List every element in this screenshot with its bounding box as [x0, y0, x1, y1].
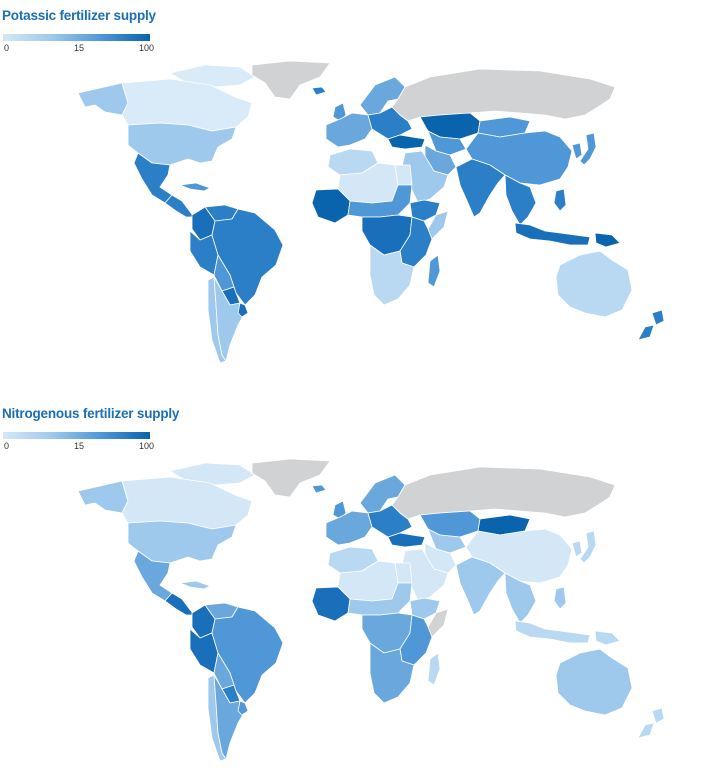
region-somalia: [427, 608, 449, 638]
region-southeast-asia: [504, 572, 537, 624]
region-korea: [571, 540, 583, 558]
region-korea: [571, 142, 583, 160]
map-title: Nitrogenous fertilizer supply: [2, 406, 180, 421]
region-east-africa: [399, 614, 433, 666]
region-central-america: [164, 592, 195, 616]
color-legend: 0 15 100: [3, 34, 155, 54]
region-canada: [121, 78, 253, 132]
region-caribbean: [179, 182, 211, 192]
color-legend: 0 15 100: [3, 432, 155, 452]
legend-tick-min: 0: [4, 441, 10, 451]
region-madagascar: [427, 652, 441, 686]
region-iceland: [311, 86, 327, 96]
legend-tick-min: 0: [4, 43, 10, 53]
region-southeast-asia: [504, 174, 537, 226]
map-title: Potassic fertilizer supply: [2, 8, 156, 23]
nitrogenous-map-panel: Nitrogenous fertilizer supply 0 15 100: [0, 398, 706, 773]
region-russia: [391, 466, 616, 520]
region-uruguay: [237, 302, 249, 318]
region-new-zealand: [637, 707, 665, 739]
region-egypt: [394, 562, 413, 584]
potassic-map-panel: Potassic fertilizer supply 0 15 100: [0, 0, 706, 380]
region-kazakhstan: [419, 112, 481, 140]
region-philippines: [553, 586, 567, 610]
region-turkey: [387, 134, 426, 150]
region-japan: [579, 132, 597, 166]
legend-gradient-bar: [3, 34, 150, 41]
legend-tick-max: 100: [139, 43, 155, 53]
region-argentina: [213, 674, 246, 760]
region-uruguay: [237, 700, 249, 716]
region-madagascar: [427, 254, 441, 288]
region-alaska: [77, 480, 129, 514]
region-greenland: [251, 458, 331, 498]
region-philippines: [553, 188, 567, 212]
region-somalia: [427, 210, 449, 240]
region-west-africa: [311, 586, 351, 622]
region-eastern-europe: [367, 504, 413, 538]
region-iceland: [311, 484, 327, 494]
region-papua: [594, 630, 621, 646]
region-southern-africa: [369, 244, 415, 306]
region-russia: [391, 68, 616, 122]
region-caribbean: [179, 580, 211, 590]
region-new-zealand: [637, 309, 665, 341]
region-kazakhstan: [419, 510, 481, 538]
region-canada: [121, 476, 253, 530]
region-west-africa: [311, 188, 351, 224]
region-australia: [555, 250, 633, 318]
region-southern-africa: [369, 642, 415, 704]
region-greenland: [251, 60, 331, 100]
region-india: [455, 158, 506, 218]
world-map: [77, 458, 665, 762]
region-turkey: [387, 532, 426, 548]
region-australia: [555, 648, 633, 716]
legend-tick-max: 100: [139, 441, 155, 451]
region-central-america: [164, 194, 195, 218]
region-alaska: [77, 82, 129, 116]
legend-tick-mid: 15: [74, 441, 85, 451]
legend-gradient-bar: [3, 432, 150, 439]
region-papua: [594, 232, 621, 248]
region-japan: [579, 530, 597, 564]
region-argentina: [213, 276, 246, 362]
region-western-europe: [325, 510, 373, 546]
region-east-africa: [399, 216, 433, 268]
region-eastern-europe: [367, 106, 413, 140]
region-western-europe: [325, 112, 373, 148]
region-indonesia: [514, 620, 591, 644]
region-indonesia: [514, 222, 591, 246]
legend-tick-mid: 15: [74, 43, 85, 53]
region-india: [455, 556, 506, 616]
world-map: [77, 60, 665, 364]
region-egypt: [394, 164, 413, 186]
